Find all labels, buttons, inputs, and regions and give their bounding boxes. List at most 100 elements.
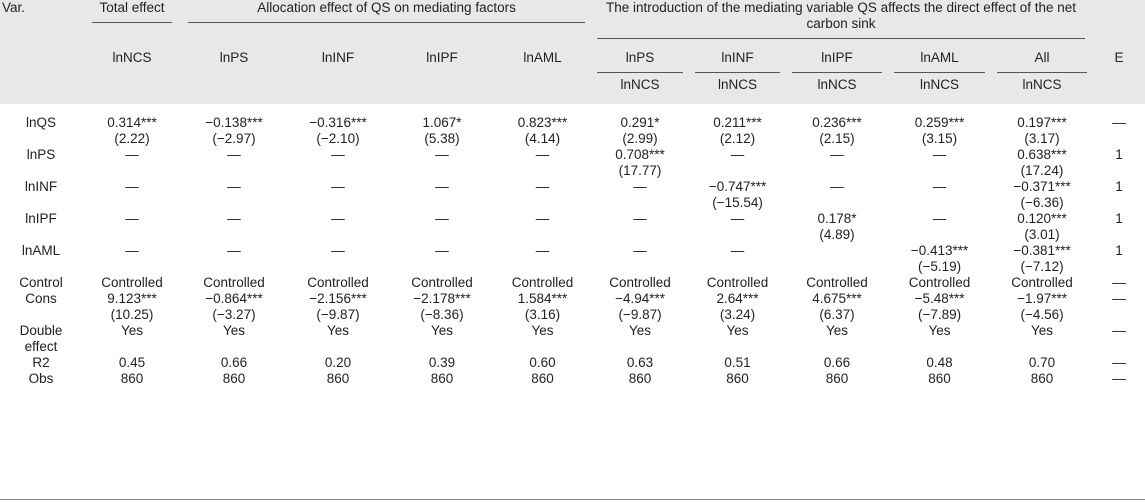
table-cell: Yes	[888, 323, 991, 355]
table-cell: 1	[1093, 243, 1145, 275]
table-cell: −0.864*** (−3.27)	[182, 291, 286, 323]
coefficient: Controlled	[806, 275, 868, 290]
table-cell: —	[888, 179, 991, 211]
coefficient: —	[633, 243, 647, 258]
coefficient: −0.316***	[309, 115, 367, 130]
coefficient: Controlled	[307, 275, 369, 290]
coefficient: —	[1112, 371, 1126, 386]
col-header: lnNCS	[82, 50, 182, 77]
coefficient: 0.45	[118, 355, 146, 370]
table-cell: 0.45	[82, 355, 182, 371]
table-cell: 1	[1093, 179, 1145, 211]
table-cell: 1.584*** (3.16)	[494, 291, 591, 323]
coefficient: —	[1112, 115, 1126, 130]
coefficient: —	[435, 179, 449, 194]
coefficient: Yes	[430, 323, 454, 338]
table-cell: −0.413*** (−5.19)	[888, 243, 991, 275]
coefficient: —	[633, 179, 647, 194]
coefficient: —	[1112, 291, 1126, 306]
table-cell: Yes	[494, 323, 591, 355]
coefficient: Yes	[222, 323, 246, 338]
coefficient: 9.123***	[107, 291, 157, 306]
coefficient: Controlled	[1011, 275, 1073, 290]
table-cell: Yes	[286, 323, 390, 355]
coefficient: —	[535, 243, 550, 258]
row-label: Double effect	[19, 323, 63, 354]
coefficient: Yes	[726, 323, 749, 338]
coefficient: —	[730, 243, 745, 258]
table-cell: −2.156*** (−9.87)	[286, 291, 390, 323]
coefficient: Yes	[928, 323, 951, 338]
table-cell: —	[286, 147, 390, 179]
coefficient: —	[331, 179, 345, 194]
table-cell: —	[82, 243, 182, 275]
statistic: (17.77)	[618, 163, 662, 178]
coefficient: 0.178*	[817, 211, 857, 226]
table-cell: —	[182, 179, 286, 211]
coefficient: Controlled	[101, 275, 163, 290]
table-cell: —	[390, 179, 494, 211]
col-header: lnAML	[494, 50, 592, 77]
table-cell: Controlled	[689, 275, 786, 291]
table-cell: Controlled	[888, 275, 991, 291]
table-cell: 9.123*** (10.25)	[82, 291, 182, 323]
row-label: Control	[19, 275, 63, 290]
table-cell: 0.66	[786, 355, 888, 371]
table-cell: —	[591, 243, 689, 275]
table-cell: −0.138*** (−2.97)	[182, 104, 286, 147]
coefficient: 0.638***	[1017, 147, 1067, 162]
col-header: E	[1093, 50, 1145, 77]
table-cell: —	[82, 147, 182, 179]
table-cell: 0.259*** (3.15)	[888, 104, 991, 147]
table-cell: 860	[286, 371, 390, 387]
coefficient: Yes	[531, 323, 554, 338]
statistic: (3.15)	[921, 131, 958, 146]
col-header: lnINF	[689, 50, 787, 77]
table-cell: 0.823*** (4.14)	[494, 104, 591, 147]
statistic: (−7.89)	[917, 307, 962, 322]
table-cell: −4.94*** (−9.87)	[591, 291, 689, 323]
coefficient: —	[932, 147, 947, 162]
table-cell	[786, 243, 888, 275]
table-cell: 860	[390, 371, 494, 387]
table-cell: Controlled	[182, 275, 286, 291]
statistic: (−15.54)	[712, 195, 763, 210]
col-header: lnIPF	[786, 50, 889, 77]
coefficient: 0.60	[529, 355, 556, 370]
coefficient: —	[435, 211, 449, 226]
table-cell: Yes	[390, 323, 494, 355]
row-label: lnQS	[25, 115, 56, 130]
coefficient: Controlled	[609, 275, 671, 290]
table-cell: 860	[182, 371, 286, 387]
coefficient: —	[535, 147, 550, 162]
table-cell: 0.236*** (2.15)	[786, 104, 888, 147]
col-subheader: lnNCS	[991, 77, 1094, 104]
coefficient: −5.48***	[914, 291, 965, 306]
coefficient: −4.94***	[615, 291, 665, 306]
coefficient: 0.39	[428, 355, 456, 370]
coefficient: 0.236***	[812, 115, 862, 130]
col-header: lnAML	[888, 50, 992, 77]
table-cell: —	[494, 243, 591, 275]
statistic: (4.89)	[819, 227, 855, 242]
table-cell: −0.747*** (−15.54)	[689, 179, 786, 211]
table-cell: −0.381*** (−7.12)	[991, 243, 1093, 275]
coefficient: 0.66	[823, 355, 851, 370]
table-cell: 1.067* (5.38)	[390, 104, 494, 147]
coefficient: —	[331, 211, 345, 226]
table-row: lnINF — — — — — — −0.747*** (−15.54) — — −0.371***(…	[0, 179, 1145, 211]
statistic: (−6.36)	[1020, 195, 1064, 210]
table-cell: —	[888, 147, 991, 179]
table-cell: Controlled	[286, 275, 390, 291]
col-header: lnIPF	[390, 50, 494, 77]
table-cell: 1	[1093, 211, 1145, 243]
coefficient: −0.413***	[910, 243, 969, 258]
table-cell: Yes	[689, 323, 786, 355]
table-cell: Yes	[991, 323, 1093, 355]
coefficient: —	[1112, 323, 1126, 338]
table-cell: 0.197*** (3.17)	[991, 104, 1093, 147]
coefficient: —	[331, 243, 345, 258]
table-row: lnPS — — — — — 0.708*** (17.77) — — — 0.638*** (17.2…	[0, 147, 1145, 179]
table-cell: —	[182, 211, 286, 243]
table-cell: 1	[1093, 147, 1145, 179]
